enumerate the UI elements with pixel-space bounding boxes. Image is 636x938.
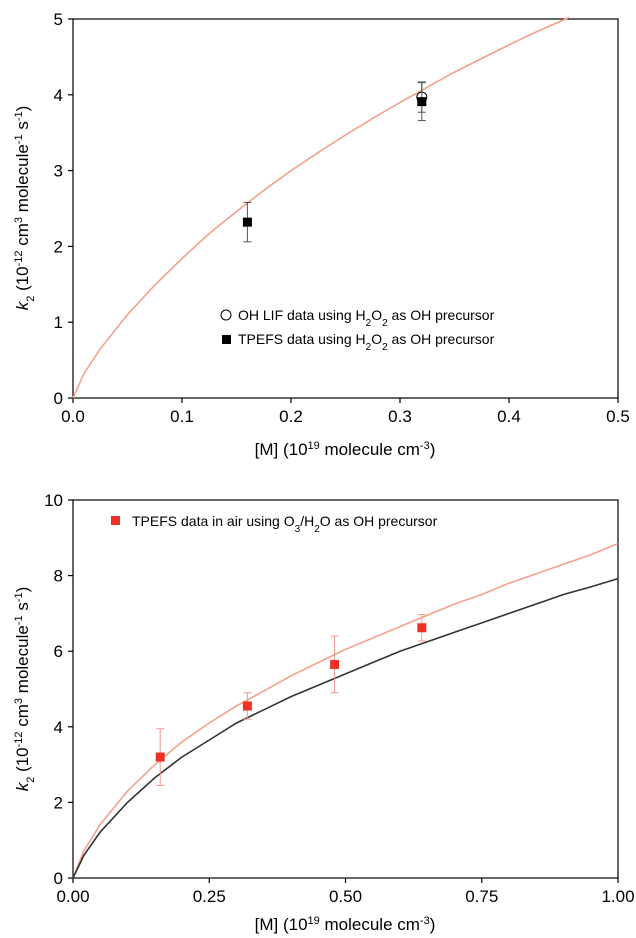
y-tick-label-top-2: 2	[54, 237, 63, 256]
data-point-top-1-1	[417, 97, 427, 107]
data-points-bottom	[155, 614, 427, 786]
data-point-bottom-0-1	[242, 701, 252, 711]
x-tick-label-bottom-0: 0.00	[56, 887, 89, 906]
data-points-top	[242, 81, 428, 243]
y-tick-label-top-0: 0	[54, 389, 63, 408]
x-tick-label-top-5: 0.5	[606, 407, 630, 426]
fit-curves-top	[72, 16, 570, 399]
x-tick-label-bottom-3: 0.75	[465, 887, 498, 906]
x-tick-label-top-4: 0.4	[497, 407, 521, 426]
y-tick-label-bottom-0: 0	[54, 869, 63, 888]
y-tick-label-top-1: 1	[54, 313, 63, 332]
y-axis-label-top: k2 (10-12 cm3 molecule-1 s-1)	[13, 106, 37, 311]
y-axis-label-bottom: k2 (10-12 cm3 molecule-1 s-1)	[13, 587, 37, 792]
data-point-top-1-0	[242, 217, 252, 227]
legend-marker-tpefs	[222, 335, 231, 344]
y-tick-label-top-4: 4	[54, 86, 63, 105]
fit-curves-bottom	[72, 542, 619, 879]
data-point-bottom-0-0	[155, 752, 165, 762]
ticks-bottom: 0.00 0.25 0.50 0.75 1.00 0 2 4 6 8 10	[44, 491, 634, 906]
legend-bottom: TPEFS data in air using O3/H2O as OH pre…	[111, 513, 438, 535]
data-point-bottom-0-2	[330, 659, 340, 669]
plot-frame-bottom	[72, 499, 619, 879]
ticks-top: 0.0 0.1 0.2 0.3 0.4 0.5 0 1 2 3 4 5	[54, 10, 630, 426]
x-tick-label-bottom-4: 1.00	[601, 887, 634, 906]
chart-bottom: 0.00 0.25 0.50 0.75 1.00 0 2 4 6 8 10 TPEFS data i…	[13, 491, 635, 934]
y-tick-label-bottom-1: 2	[54, 793, 63, 812]
x-tick-label-top-1: 0.1	[170, 407, 194, 426]
y-tick-label-bottom-5: 10	[44, 491, 63, 510]
y-tick-label-top-5: 5	[54, 10, 63, 29]
legend-marker-tpefs-air	[111, 516, 120, 525]
data-point-bottom-0-3	[417, 623, 427, 633]
x-axis-label-top: [M] (1019 molecule cm-3)	[255, 440, 436, 459]
fit-curve-top-0	[72, 16, 570, 399]
legend-label-tpefs: TPEFS data using H2O2 as OH precursor	[238, 331, 495, 353]
y-tick-label-bottom-2: 4	[54, 718, 63, 737]
x-tick-label-bottom-1: 0.25	[193, 887, 226, 906]
legend-label-tpefs-air: TPEFS data in air using O3/H2O as OH pre…	[132, 513, 438, 535]
y-tick-label-bottom-3: 6	[54, 642, 63, 661]
fit-curve-bottom-1	[72, 577, 619, 879]
x-tick-label-bottom-2: 0.50	[329, 887, 362, 906]
y-tick-label-top-3: 3	[54, 162, 63, 181]
legend-label-oh-lif: OH LIF data using H2O2 as OH precursor	[238, 307, 495, 329]
legend-marker-oh-lif	[220, 309, 232, 321]
legend-top: OH LIF data using H2O2 as OH precursor T…	[220, 307, 495, 353]
x-axis-label-bottom: [M] (1019 molecule cm-3)	[255, 915, 436, 934]
chart-top: 0.0 0.1 0.2 0.3 0.4 0.5 0 1 2 3 4 5 OH LIF data usi…	[13, 10, 630, 459]
fit-curve-bottom-0	[72, 542, 619, 879]
x-tick-label-top-3: 0.3	[388, 407, 412, 426]
plot-frame-top	[72, 18, 619, 399]
x-tick-label-top-2: 0.2	[279, 407, 303, 426]
y-tick-label-bottom-4: 8	[54, 567, 63, 586]
x-tick-label-top-0: 0.0	[61, 407, 85, 426]
